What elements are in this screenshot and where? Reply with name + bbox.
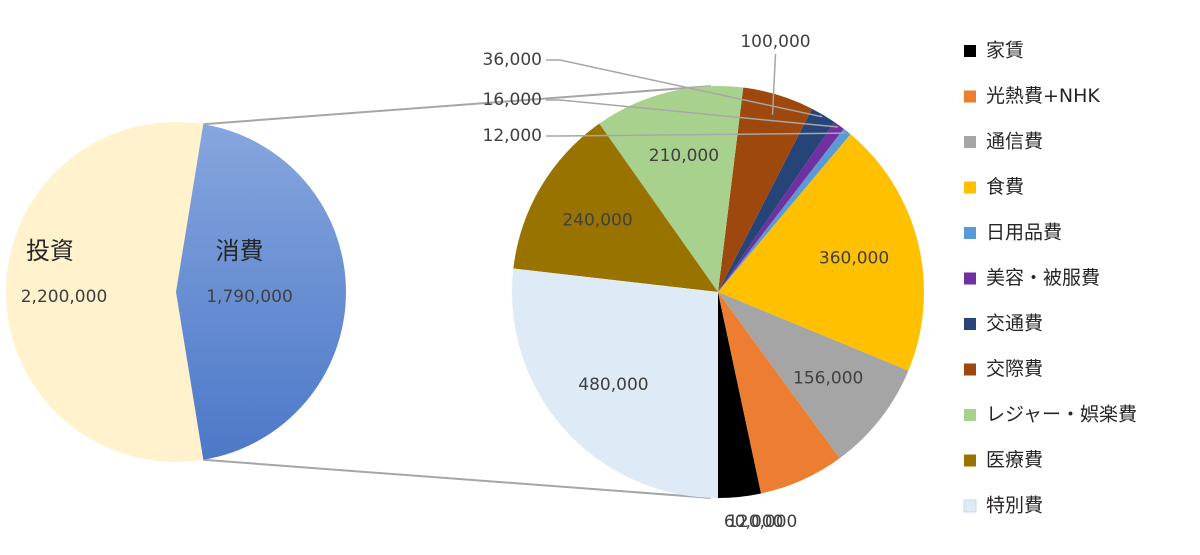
- slice-日用品費: [718, 128, 851, 292]
- legend-swatch-特別費: [963, 499, 977, 513]
- connector-bottom: [203, 458, 711, 499]
- legend-swatch-家賃: [964, 45, 976, 57]
- data-label-投資: 2,200,000: [21, 287, 108, 307]
- slice-美容・被服費: [718, 122, 844, 292]
- legend-entry-通信費: 通信費: [986, 131, 1043, 153]
- slice-家賃: [718, 292, 762, 498]
- data-label-特別費: 480,000: [578, 375, 648, 395]
- data-label-通信費: 156,000: [793, 368, 863, 388]
- legend-entry-医療費: 医療費: [986, 449, 1043, 471]
- legend-entry-光熱費+NHK: 光熱費+NHK: [986, 85, 1100, 107]
- slice-name-投資: 投資: [26, 237, 74, 265]
- connector-lines: [203, 85, 711, 499]
- legend-swatch-日用品費: [964, 227, 976, 239]
- legend-swatch-交際費: [964, 363, 976, 376]
- legend-entry-交際費: 交際費: [986, 358, 1043, 380]
- slice-投資: [5, 121, 204, 463]
- data-label-美容・被服費: 16,000: [483, 90, 542, 110]
- data-label-交通費: 36,000: [483, 50, 542, 70]
- leader-美容・被服費: [546, 99, 838, 128]
- legend-swatch-美容・被服費: [964, 272, 976, 285]
- slice-name-消費: 消費: [216, 237, 264, 265]
- legend-swatch-通信費: [964, 136, 976, 148]
- primary-pie: [5, 121, 346, 463]
- data-label-消費: 1,790,000: [206, 287, 293, 307]
- slice-光熱費+NHK: [718, 292, 840, 494]
- slice-消費: [176, 124, 346, 460]
- legend-entry-日用品費: 日用品費: [986, 222, 1062, 244]
- leader-交際費: [771, 53, 777, 115]
- legend-entry-交通費: 交通費: [986, 313, 1043, 335]
- legend-swatch-レジャー・娯楽費: [964, 409, 976, 421]
- data-label-医療費: 240,000: [562, 211, 632, 231]
- legend-swatch-光熱費+NHK: [964, 90, 976, 103]
- legend-entry-家賃: 家賃: [986, 40, 1024, 62]
- data-label-レジャー・娯楽費: 210,000: [649, 146, 719, 166]
- legend-swatch-交通費: [964, 318, 976, 330]
- leader-交通費: [546, 59, 823, 118]
- data-label-日用品費: 12,000: [483, 126, 542, 146]
- legend-entry-レジャー・娯楽費: レジャー・娯楽費: [986, 404, 1137, 426]
- legend-entry-食費: 食費: [986, 176, 1024, 198]
- breakdown-pie: [512, 85, 924, 498]
- slice-通信費: [718, 292, 909, 459]
- legend-entry-特別費: 特別費: [986, 495, 1043, 517]
- data-label-光熱費+NHK: 120,000: [727, 512, 797, 532]
- slice-特別費: [512, 268, 718, 498]
- slice-交際費: [718, 87, 812, 292]
- slice-レジャー・娯楽費: [599, 85, 744, 292]
- legend-swatch-食費: [964, 181, 976, 194]
- slice-交通費: [718, 108, 835, 292]
- slice-食費: [718, 134, 924, 371]
- data-label-交際費: 100,000: [740, 32, 810, 52]
- legend-entry-美容・被服費: 美容・被服費: [986, 267, 1100, 289]
- slice-医療費: [513, 123, 718, 292]
- legend-swatch-医療費: [964, 454, 976, 467]
- leader-日用品費: [546, 132, 846, 137]
- data-label-家賃: 60,000: [724, 512, 783, 532]
- data-label-食費: 360,000: [819, 249, 889, 269]
- connector-top: [203, 85, 711, 126]
